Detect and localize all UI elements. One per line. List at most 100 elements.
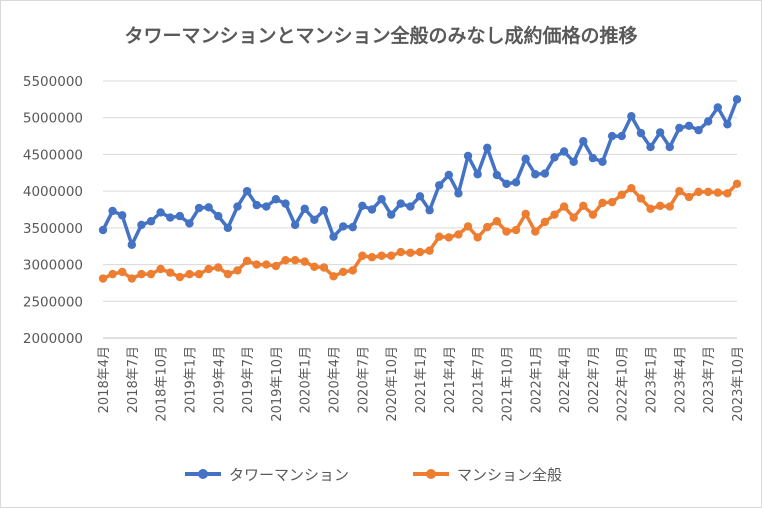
data-point-1 [252, 260, 261, 269]
x-tick-label: 2023年4月 [673, 346, 688, 413]
data-point-0 [617, 131, 626, 141]
data-point-0 [319, 206, 329, 215]
data-point-0 [579, 137, 588, 146]
x-tick-label: 2018年7月 [126, 346, 141, 413]
y-tick-label: 2500000 [23, 294, 83, 310]
data-point-0 [454, 189, 463, 198]
data-point-1 [271, 261, 281, 271]
x-tick-label: 2020年1月 [299, 346, 314, 413]
x-tick-label: 2021年10月 [500, 346, 515, 422]
data-point-0 [550, 153, 559, 162]
x-tick-label: 2018年4月 [97, 346, 112, 413]
data-point-1 [483, 222, 492, 232]
data-point-0 [98, 225, 108, 235]
data-point-0 [118, 211, 127, 220]
data-point-0 [569, 157, 578, 166]
data-point-0 [281, 199, 290, 208]
data-point-1 [569, 213, 578, 222]
legend-item-tower[interactable]: タワーマンション [185, 466, 349, 484]
data-point-1 [684, 192, 694, 202]
data-point-1 [156, 264, 165, 274]
data-point-1 [166, 268, 175, 277]
data-point-1 [473, 233, 482, 242]
data-point-1 [579, 201, 588, 211]
x-axis-ticks: 2018年4月 2018年7月 2018年10月 2019年1月 2019年4月 2019… [97, 346, 746, 422]
data-point-1 [540, 217, 550, 227]
x-tick-label: 2021年7月 [472, 346, 487, 413]
data-point-0 [694, 125, 703, 135]
data-point-0 [531, 170, 540, 179]
data-point-1 [281, 255, 290, 265]
data-point-1 [617, 190, 626, 200]
data-point-1 [492, 217, 502, 226]
data-point-0 [329, 232, 338, 241]
legend-item-all[interactable]: マンション全般 [413, 466, 562, 484]
x-tick-label: 2023年7月 [702, 346, 717, 413]
data-point-1 [521, 209, 530, 219]
y-tick-label: 5000000 [23, 111, 83, 127]
data-point-0 [703, 117, 713, 126]
data-point-0 [271, 195, 281, 204]
data-point-1 [531, 227, 540, 236]
legend-label-all: マンション全般 [457, 466, 562, 484]
data-point-0 [137, 220, 146, 230]
data-point-0 [194, 203, 204, 213]
data-point-0 [396, 199, 405, 208]
data-point-1 [204, 264, 213, 274]
data-point-0 [300, 204, 309, 213]
x-tick-label: 2021年1月 [414, 346, 429, 413]
x-tick-label: 2023年10月 [731, 346, 746, 422]
data-point-1 [559, 202, 569, 211]
legend-marker-all [426, 469, 436, 479]
data-point-1 [396, 247, 405, 257]
legend[interactable]: タワーマンション マンション全般 [185, 466, 562, 484]
data-point-0 [713, 103, 722, 112]
data-point-0 [492, 170, 502, 180]
data-point-0 [310, 215, 319, 224]
x-tick-label: 2018年10月 [155, 346, 170, 422]
data-point-0 [502, 179, 511, 188]
data-point-0 [732, 95, 742, 104]
data-point-1 [713, 188, 722, 197]
y-tick-label: 3500000 [23, 221, 83, 237]
data-point-0 [444, 170, 454, 180]
data-point-1 [185, 269, 194, 279]
data-point-0 [262, 202, 271, 211]
data-point-0 [108, 206, 117, 216]
y-tick-label: 4500000 [23, 147, 83, 163]
x-tick-label: 2019年4月 [212, 346, 227, 413]
data-point-1 [732, 179, 742, 188]
gridlines [103, 80, 737, 302]
data-point-1 [627, 184, 636, 193]
data-point-1 [655, 201, 665, 211]
y-axis-ticks: 2000000 2500000 3000000 3500000 4000000 45000… [23, 74, 83, 347]
data-point-1 [118, 267, 127, 277]
data-point-1 [377, 251, 386, 260]
data-point-1 [310, 262, 319, 271]
x-tick-label: 2023年1月 [645, 346, 660, 413]
x-tick-label: 2020年4月 [328, 346, 343, 413]
data-point-0 [684, 121, 694, 130]
data-point-0 [559, 147, 569, 156]
data-point-1 [435, 232, 444, 241]
y-tick-label: 5500000 [23, 74, 83, 90]
data-point-1 [233, 266, 242, 275]
data-point-1 [463, 222, 473, 231]
data-point-1 [98, 274, 108, 283]
data-point-1 [694, 187, 703, 197]
y-tick-label: 4000000 [23, 184, 83, 200]
x-tick-label: 2019年10月 [270, 346, 285, 422]
data-point-1 [242, 256, 252, 266]
data-point-0 [223, 223, 233, 233]
data-point-0 [627, 112, 636, 121]
data-point-1 [406, 248, 415, 258]
y-tick-label: 2000000 [23, 331, 83, 347]
data-point-0 [636, 128, 646, 138]
data-point-0 [175, 211, 185, 221]
data-point-1 [223, 269, 233, 279]
data-point-0 [204, 203, 213, 212]
data-point-1 [703, 187, 713, 197]
x-tick-label: 2021年4月 [443, 346, 458, 413]
